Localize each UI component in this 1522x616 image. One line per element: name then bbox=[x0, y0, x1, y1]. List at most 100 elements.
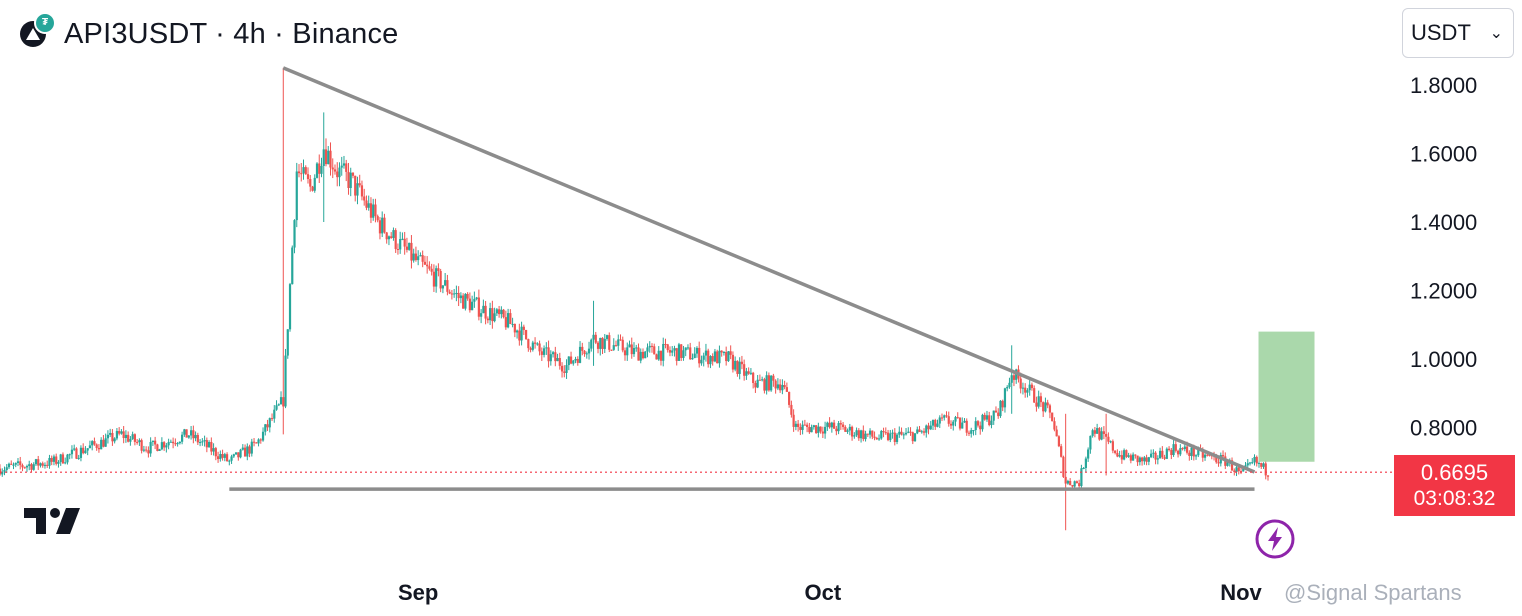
candle-body bbox=[423, 261, 427, 265]
candle-body bbox=[556, 358, 559, 362]
candle-body bbox=[610, 349, 613, 351]
candle-body bbox=[1208, 454, 1211, 456]
x-tick-label: Nov bbox=[1220, 580, 1262, 605]
candle-body bbox=[596, 342, 600, 349]
candle-body bbox=[644, 351, 647, 359]
candle-body bbox=[378, 220, 382, 234]
candle-body bbox=[666, 344, 669, 351]
symbol-title[interactable]: API3USDT · 4h · Binance bbox=[64, 17, 399, 50]
candle-body bbox=[145, 449, 148, 451]
lightning-bolt-icon[interactable] bbox=[1255, 519, 1295, 559]
candle-body bbox=[662, 343, 665, 361]
candle-body bbox=[704, 350, 708, 356]
candle-body bbox=[136, 441, 139, 443]
candle-body bbox=[653, 346, 656, 355]
candle-body bbox=[623, 350, 627, 356]
candle-body bbox=[907, 431, 910, 433]
candle-body bbox=[268, 418, 271, 428]
candle-body bbox=[1190, 447, 1193, 456]
watermark: @Signal Spartans bbox=[1284, 580, 1462, 605]
candle-body bbox=[111, 432, 114, 442]
candle-body bbox=[1165, 448, 1168, 459]
candle-body bbox=[779, 384, 782, 391]
candle-body bbox=[401, 238, 404, 240]
candle-body bbox=[93, 441, 96, 445]
candle-body bbox=[608, 335, 611, 350]
candle-body bbox=[965, 420, 968, 433]
candle-body bbox=[1035, 402, 1038, 407]
candle-body bbox=[871, 430, 874, 437]
candle-body bbox=[14, 462, 17, 465]
candle-body bbox=[1158, 450, 1162, 459]
candle-body bbox=[369, 203, 373, 218]
candle-body bbox=[817, 426, 820, 433]
candle-body bbox=[635, 347, 638, 349]
y-tick-label: 1.6000 bbox=[1410, 142, 1477, 167]
candle-body bbox=[844, 426, 847, 432]
candle-body bbox=[983, 414, 986, 420]
candle-body bbox=[259, 439, 262, 441]
candle-body bbox=[929, 425, 932, 430]
candle-body bbox=[1012, 375, 1016, 380]
candle-body bbox=[30, 464, 33, 470]
candle-body bbox=[221, 453, 224, 458]
candle-body bbox=[1102, 431, 1105, 434]
candle-body bbox=[210, 442, 213, 452]
y-tick-label: 0.8000 bbox=[1410, 416, 1477, 441]
candle-body bbox=[538, 343, 541, 352]
candle-body bbox=[419, 255, 422, 257]
candle-body bbox=[394, 230, 397, 249]
api3-coin-icon[interactable]: ₮ bbox=[20, 12, 56, 47]
candle-body bbox=[1080, 468, 1083, 487]
candle-body bbox=[725, 352, 728, 362]
y-tick-label: 1.2000 bbox=[1410, 279, 1477, 304]
candle-body bbox=[1149, 453, 1153, 458]
candle-body bbox=[1001, 400, 1004, 408]
candle-body bbox=[324, 149, 328, 165]
candle-body bbox=[196, 434, 199, 443]
candle-body bbox=[693, 353, 696, 359]
candle-body bbox=[1145, 457, 1148, 462]
candle-body bbox=[776, 384, 779, 389]
candle-body bbox=[781, 385, 784, 391]
candle-body bbox=[187, 435, 190, 438]
candle-body bbox=[311, 186, 314, 191]
candle-body bbox=[304, 167, 307, 175]
candle-body bbox=[237, 452, 240, 458]
candle-body bbox=[918, 429, 921, 432]
candle-body bbox=[509, 313, 512, 325]
candle-body bbox=[967, 432, 971, 434]
candle-body bbox=[255, 442, 258, 444]
candle-body bbox=[981, 414, 984, 430]
candle-body bbox=[113, 438, 116, 442]
candle-body bbox=[19, 461, 22, 466]
tradingview-logo-icon[interactable] bbox=[24, 504, 88, 538]
candle-body bbox=[727, 351, 730, 362]
candle-body bbox=[1179, 448, 1182, 455]
candle-body bbox=[909, 431, 912, 433]
candle-body bbox=[1062, 456, 1065, 477]
y-tick-label: 1.0000 bbox=[1410, 347, 1477, 372]
candle-body bbox=[471, 301, 474, 311]
candle-body bbox=[677, 344, 681, 361]
candle-body bbox=[453, 293, 456, 295]
candle-body bbox=[160, 442, 163, 450]
candle-body bbox=[916, 429, 919, 434]
candle-body bbox=[974, 421, 977, 431]
candle-body bbox=[293, 220, 296, 248]
candle-body bbox=[300, 173, 303, 175]
candle-body bbox=[142, 449, 145, 451]
candle-body bbox=[367, 203, 370, 208]
candle-body bbox=[1120, 455, 1123, 460]
candle-body bbox=[963, 420, 966, 423]
candle-body bbox=[985, 415, 989, 420]
candle-body bbox=[1163, 457, 1166, 459]
currency-select[interactable]: USDT ⌄ bbox=[1402, 8, 1514, 58]
candle-body bbox=[1230, 460, 1234, 471]
candle-body bbox=[149, 442, 152, 454]
candle-body bbox=[82, 447, 85, 454]
candle-body bbox=[940, 417, 944, 419]
candle-body bbox=[1255, 456, 1258, 464]
candle-body bbox=[731, 354, 735, 370]
